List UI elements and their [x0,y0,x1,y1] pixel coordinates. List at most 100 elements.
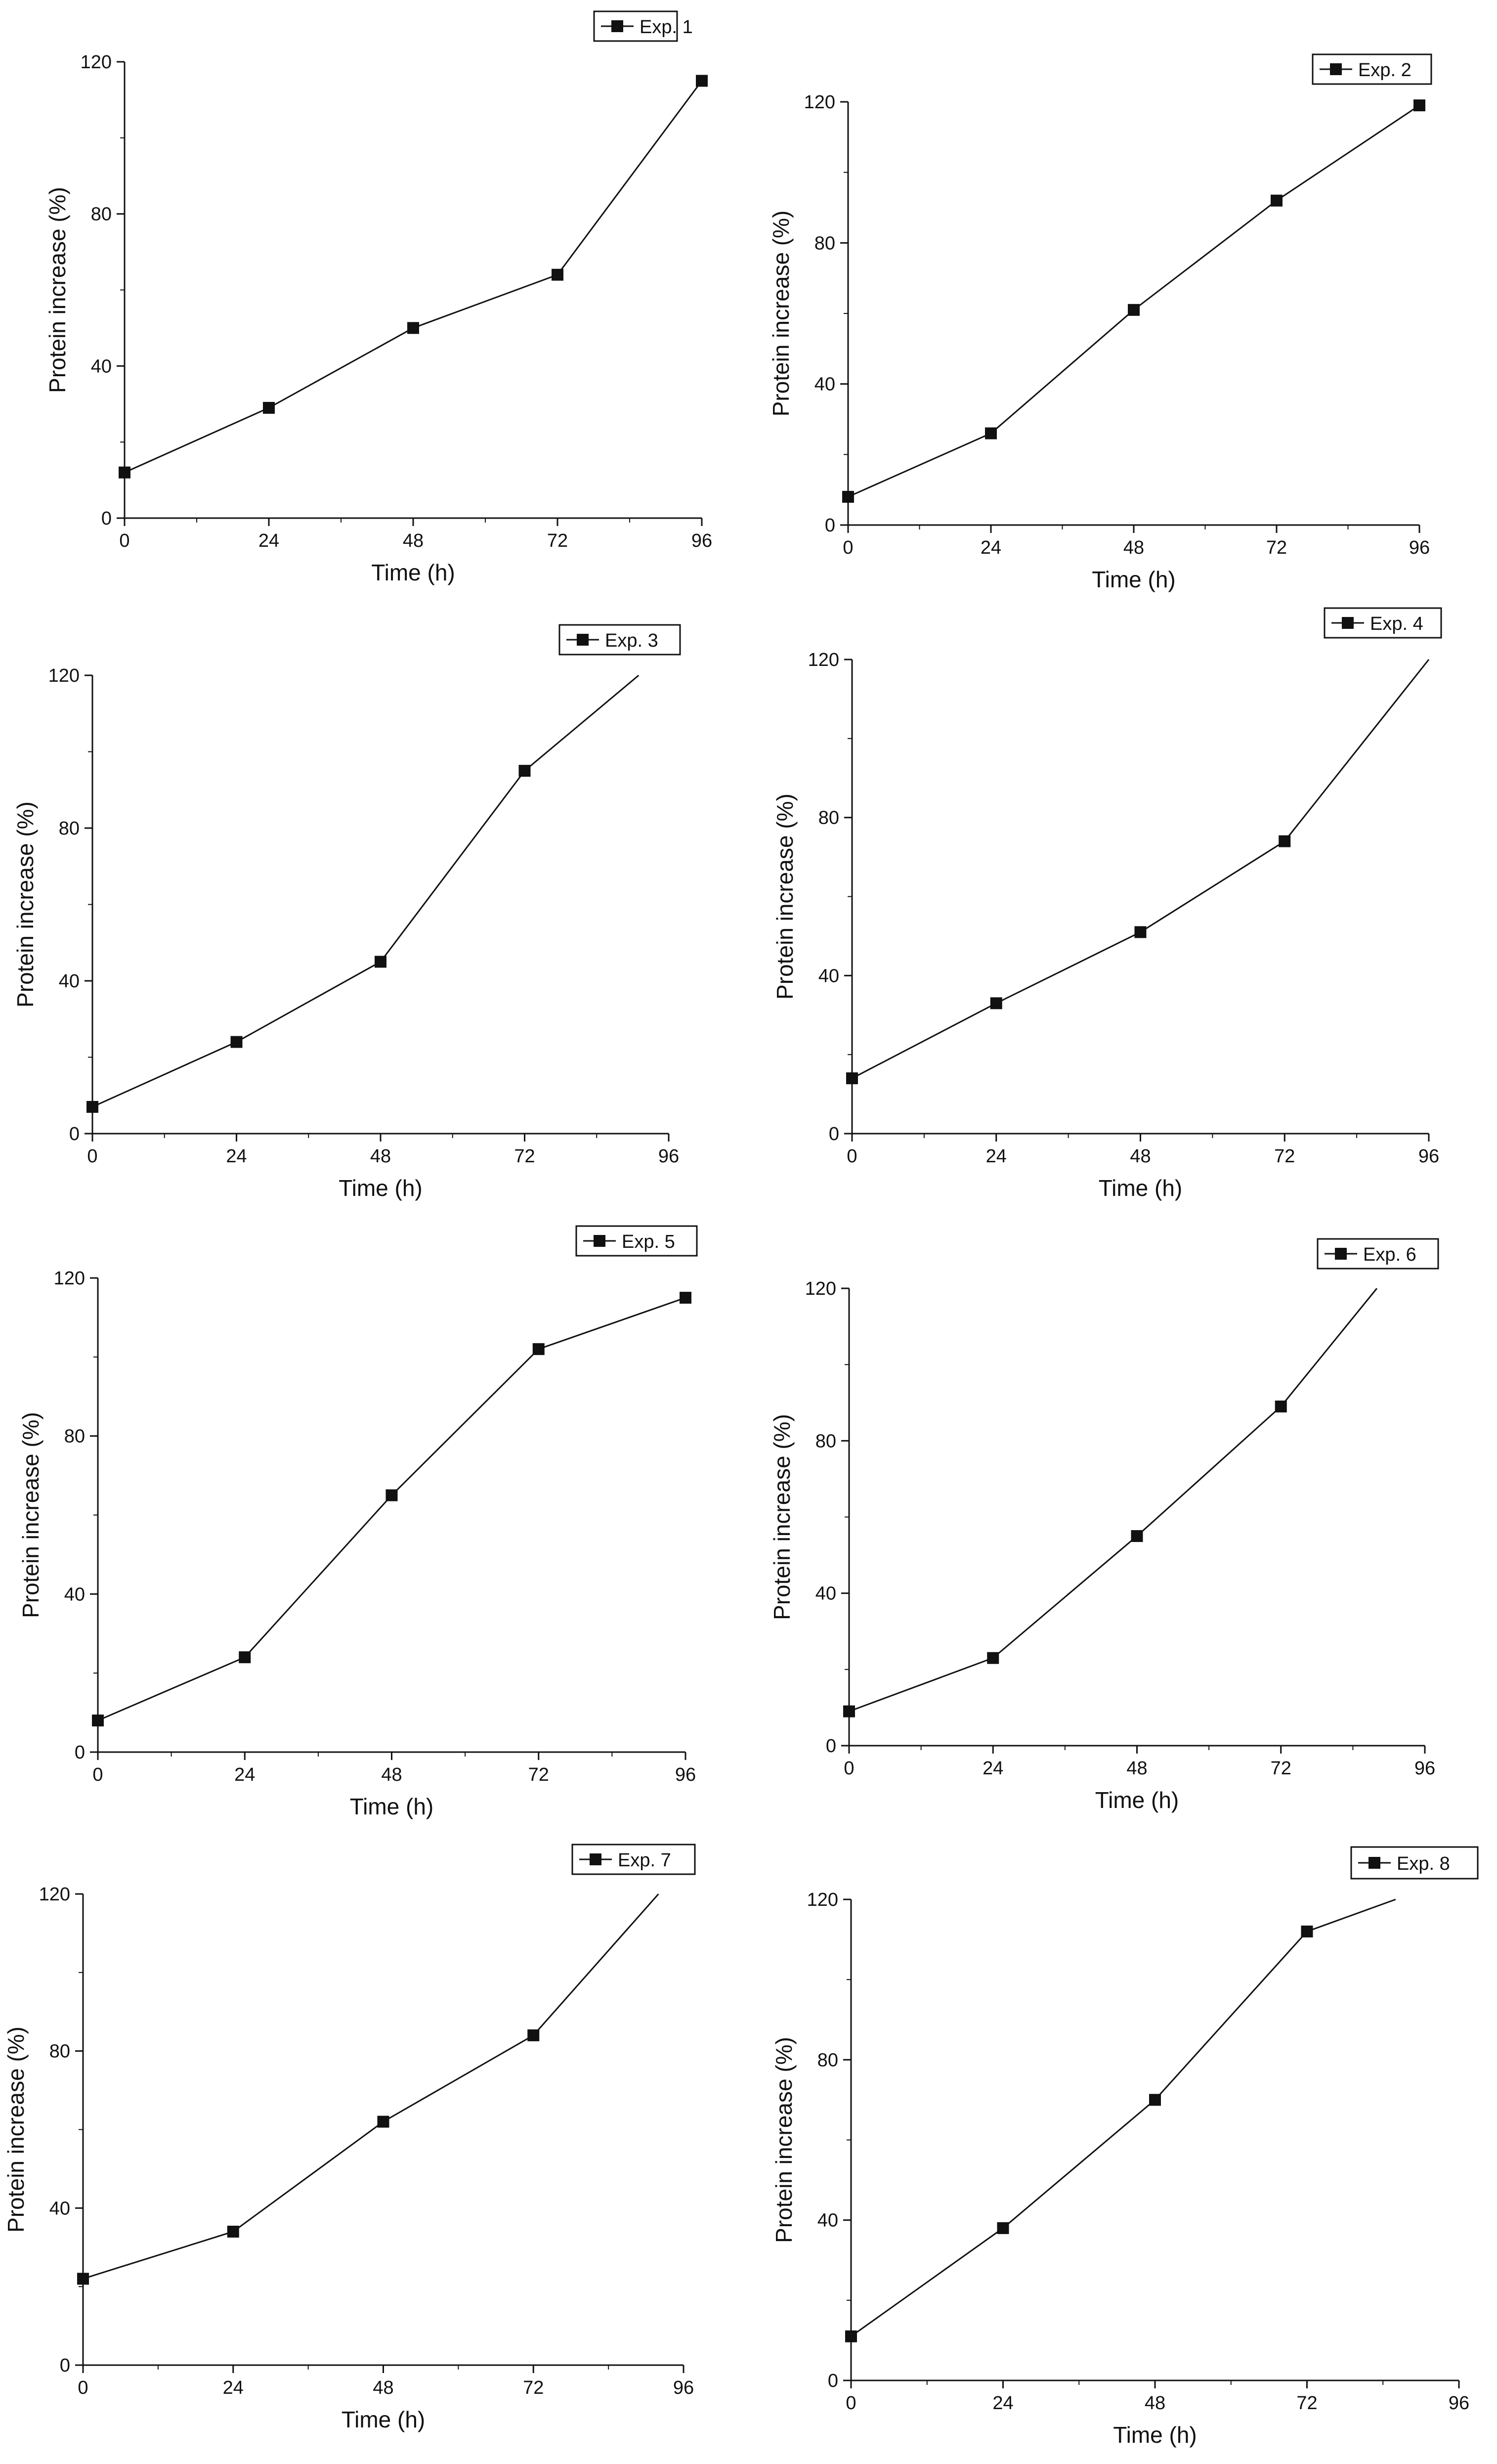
x-axis-label: Time (h) [1092,567,1176,592]
y-axis-label: Protein increase (%) [3,2026,29,2233]
y-tick-label: 40 [818,966,839,986]
y-axis-label: Protein increase (%) [769,1414,795,1620]
x-tick-label: 72 [523,2377,544,2398]
x-axis-label: Time (h) [1095,1787,1179,1813]
chart-panel-4: 0 24 48 72 96 0 40 80 120 Time (h) Protein increas… [772,607,1442,1201]
data-point-marker [92,1715,104,1727]
x-tick-label: 48 [1130,1146,1151,1167]
y-axis-label: Protein increase (%) [771,2037,797,2243]
y-tick-label: 80 [818,808,839,829]
x-tick-label: 96 [1409,537,1430,558]
data-point-marker [696,75,708,87]
x-tick-label: 72 [1296,2393,1317,2414]
legend-marker [1369,1857,1380,1869]
data-point-marker [1279,835,1291,847]
y-tick-label: 80 [64,1426,85,1447]
data-point-marker [987,1652,999,1664]
x-axis-label: Time (h) [342,2407,426,2432]
legend: Exp. 2 [1312,53,1432,85]
data-point-marker [1131,1530,1143,1542]
data-point-marker [119,466,130,479]
y-tick-label: 40 [91,356,112,377]
x-tick-label: 24 [223,2377,244,2398]
x-tick-label: 72 [528,1764,549,1785]
x-tick-label: 48 [373,2377,393,2398]
legend-marker [594,1235,605,1247]
y-axis-label: Protein increase (%) [44,187,70,393]
legend-label: Exp. 1 [640,17,693,38]
legend: Exp. 6 [1317,1238,1439,1270]
series-line [92,674,640,1108]
series-line [97,1297,686,1721]
data-point-marker [230,1036,243,1048]
y-tick-label: 40 [817,2210,838,2231]
data-point-marker [385,1489,398,1501]
legend: Exp. 3 [558,624,681,656]
y-tick-label: 80 [814,233,835,254]
x-axis-label: Time (h) [339,1175,423,1201]
y-tick-label: 120 [807,1890,838,1910]
x-tick-label: 24 [983,1758,1003,1779]
x-tick-label: 48 [1126,1758,1147,1779]
data-point-marker [552,268,563,281]
x-tick-label: 24 [986,1146,1007,1167]
data-point-marker [997,2222,1009,2234]
x-tick-label: 0 [78,2377,88,2398]
x-tick-label: 0 [119,530,129,551]
y-tick-label: 80 [49,2041,70,2062]
x-tick-label: 96 [675,1764,696,1785]
x-tick-label: 48 [370,1146,391,1167]
y-axis-label: Protein increase (%) [12,801,38,1008]
data-point-marker [985,427,997,440]
chart-panel-6: 0 24 48 72 96 0 40 80 120 Time (h) Protein increas… [769,1238,1439,1813]
legend-label: Exp. 3 [605,630,658,651]
series-line [848,104,1420,498]
legend-label: Exp. 2 [1358,60,1411,81]
legend-box [1317,1238,1439,1270]
legend-label: Exp. 8 [1397,1853,1450,1874]
y-tick-label: 0 [826,1736,836,1757]
data-point-marker [375,956,386,968]
chart-panel-3: 0 24 48 72 96 0 40 80 120 Time (h) Protein increas… [12,624,681,1201]
data-point-marker [842,490,854,503]
x-tick-label: 72 [1274,1146,1295,1167]
y-axis-label: Protein increase (%) [768,211,794,417]
data-point-marker [227,2225,239,2238]
data-point-marker [1301,1925,1313,1937]
chart-panel-5: 0 24 48 72 96 0 40 80 120 Time (h) Protein increas… [18,1225,698,1819]
y-tick-label: 0 [69,1124,80,1144]
data-point-marker [843,1705,855,1717]
x-tick-label: 96 [1414,1758,1435,1779]
x-axis-label: Time (h) [1113,2422,1197,2448]
data-point-marker [990,997,1002,1010]
series-line [851,1898,1396,2337]
series-line [83,1893,659,2280]
x-tick-label: 24 [992,2393,1013,2414]
x-tick-label: 96 [691,530,712,551]
legend-label: Exp. 5 [622,1232,675,1252]
data-point-marker [1134,926,1147,938]
series-line [124,80,703,474]
series-line [849,1288,1378,1713]
legend-marker [577,634,589,646]
x-tick-label: 0 [846,2393,856,2414]
data-point-marker [1413,99,1425,112]
x-tick-label: 96 [1418,1146,1439,1167]
x-tick-label: 24 [258,530,279,551]
x-tick-label: 0 [87,1146,97,1167]
y-tick-label: 0 [60,2355,70,2376]
chart-panel-7: 0 24 48 72 96 0 40 80 120 Time (h) Protein increas… [3,1844,696,2432]
data-point-marker [1128,304,1140,316]
legend-marker [590,1853,601,1865]
x-tick-label: 96 [1449,2393,1469,2414]
x-tick-label: 24 [981,537,1001,558]
y-tick-label: 120 [81,52,112,73]
legend: Exp. 8 [1350,1846,1479,1880]
x-tick-label: 72 [514,1146,535,1167]
y-tick-label: 80 [59,818,80,839]
chart-panel-8: 0 24 48 72 96 0 40 80 120 Time (h) Protein increas… [771,1846,1479,2448]
x-tick-label: 0 [844,1758,854,1779]
legend-marker [1330,63,1342,75]
y-tick-label: 120 [808,650,839,670]
